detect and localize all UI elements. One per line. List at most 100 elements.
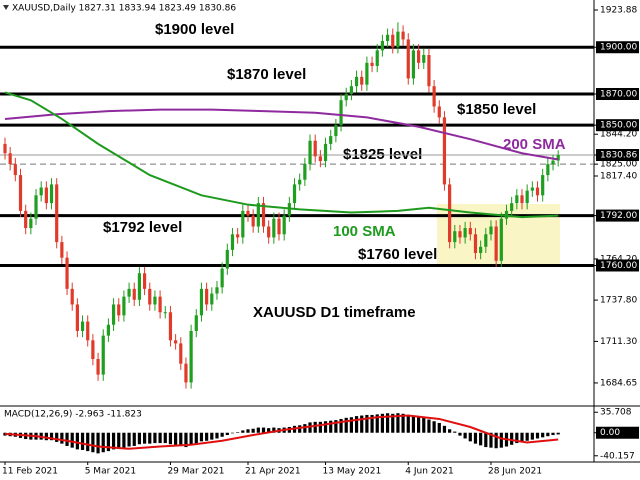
candle-body — [251, 215, 255, 227]
candle-body — [298, 179, 302, 185]
annotation: XAUUSD D1 timeframe — [253, 304, 416, 321]
y-tick-label: 1870.00 — [600, 90, 637, 100]
price-tag — [596, 88, 639, 101]
macd-bar — [267, 428, 271, 433]
candle-body — [205, 288, 209, 305]
macd-bar — [541, 432, 545, 438]
x-tick-label: 13 May 2021 — [323, 467, 382, 477]
candle-body — [458, 231, 462, 238]
macd-bar — [546, 432, 550, 437]
candle-body — [453, 231, 457, 243]
candle-body — [510, 203, 514, 211]
macd-bar — [55, 432, 59, 442]
macd-bar — [427, 419, 431, 433]
macd-bar — [261, 427, 266, 433]
signal-line — [4, 414, 559, 450]
macd-bar — [44, 432, 48, 441]
macd-bar — [437, 422, 441, 433]
macd-bar — [417, 417, 421, 433]
candle-body — [111, 304, 116, 325]
x-tick-label: 28 Jun 2021 — [488, 467, 542, 477]
macd-bar — [60, 432, 64, 444]
macd-bar — [111, 432, 116, 450]
candle-body — [479, 246, 483, 254]
y-tick-label: -40.157 — [600, 451, 635, 461]
macd-bar — [70, 432, 74, 448]
candle-body — [117, 304, 121, 316]
candle-body — [406, 39, 410, 79]
macd-bar — [489, 432, 493, 448]
candle-body — [303, 164, 307, 180]
candle-body — [261, 203, 266, 227]
macd-bar — [117, 432, 121, 449]
macd-bar — [442, 425, 447, 433]
candle-body — [546, 164, 550, 176]
level-label: $1825 level — [343, 146, 422, 163]
series-label: 100 SMA — [333, 223, 396, 240]
macd-bar — [298, 425, 302, 433]
macd-bar — [194, 432, 198, 444]
macd-bar — [106, 432, 110, 452]
macd-bar — [220, 432, 224, 437]
candle-body — [236, 234, 240, 238]
candle-body — [256, 203, 260, 227]
candle-body — [360, 76, 364, 85]
macd-bar — [556, 432, 560, 435]
level-label: $1900 level — [155, 21, 234, 38]
candle-body — [179, 343, 183, 364]
macd-bar — [303, 424, 307, 433]
candle-body — [334, 125, 338, 137]
macd-bar — [458, 432, 462, 436]
candle-body — [246, 210, 250, 216]
candle-body — [267, 226, 271, 238]
candle-body — [163, 312, 167, 314]
macd-bar — [101, 432, 105, 453]
candle-body — [442, 117, 447, 185]
candle-body — [535, 187, 540, 196]
macd-bar — [246, 429, 250, 433]
candle-body — [401, 31, 405, 40]
macd-bar — [308, 422, 312, 433]
macd-bar — [251, 428, 255, 433]
macd-bar — [551, 432, 555, 436]
x-tick-label: 29 Mar 2021 — [167, 467, 224, 477]
candle-body — [70, 288, 74, 305]
price-tag — [596, 119, 639, 132]
macd-bar — [199, 432, 204, 442]
macd-bar — [236, 432, 240, 433]
candle-body — [354, 76, 359, 87]
candle-body — [13, 164, 17, 176]
series-label: 200 SMA — [503, 136, 566, 153]
y-tick-label: 1923.88 — [600, 6, 637, 16]
candle-body — [34, 195, 38, 219]
macd-bar — [127, 432, 131, 447]
candle-body — [277, 218, 281, 235]
macd-bar — [411, 416, 416, 433]
macd-bar — [256, 427, 260, 433]
macd-bar — [65, 432, 69, 446]
y-tick-label: 1850.00 — [600, 121, 637, 131]
candle-body — [220, 268, 224, 288]
candle-body — [370, 62, 374, 66]
candle-body — [215, 287, 219, 294]
macd-bar — [520, 432, 524, 442]
price-tag — [596, 259, 639, 272]
candle-body — [525, 190, 529, 204]
macd-bar — [96, 432, 100, 454]
candle-body — [127, 288, 131, 297]
macd-bar — [365, 414, 369, 433]
candle-body — [385, 34, 390, 41]
candle-body — [184, 363, 188, 383]
macd-bar — [370, 414, 374, 433]
macd-bar — [422, 417, 426, 433]
macd-bar — [210, 432, 214, 440]
macd-bar — [75, 432, 79, 450]
candle-body — [417, 50, 421, 63]
candle-body — [8, 153, 12, 165]
candle-body — [18, 175, 23, 211]
macd-bar — [174, 432, 178, 445]
candle-body — [80, 321, 85, 331]
menu-icon — [3, 5, 9, 10]
macd-bar — [406, 415, 410, 433]
candle-body — [55, 184, 59, 243]
